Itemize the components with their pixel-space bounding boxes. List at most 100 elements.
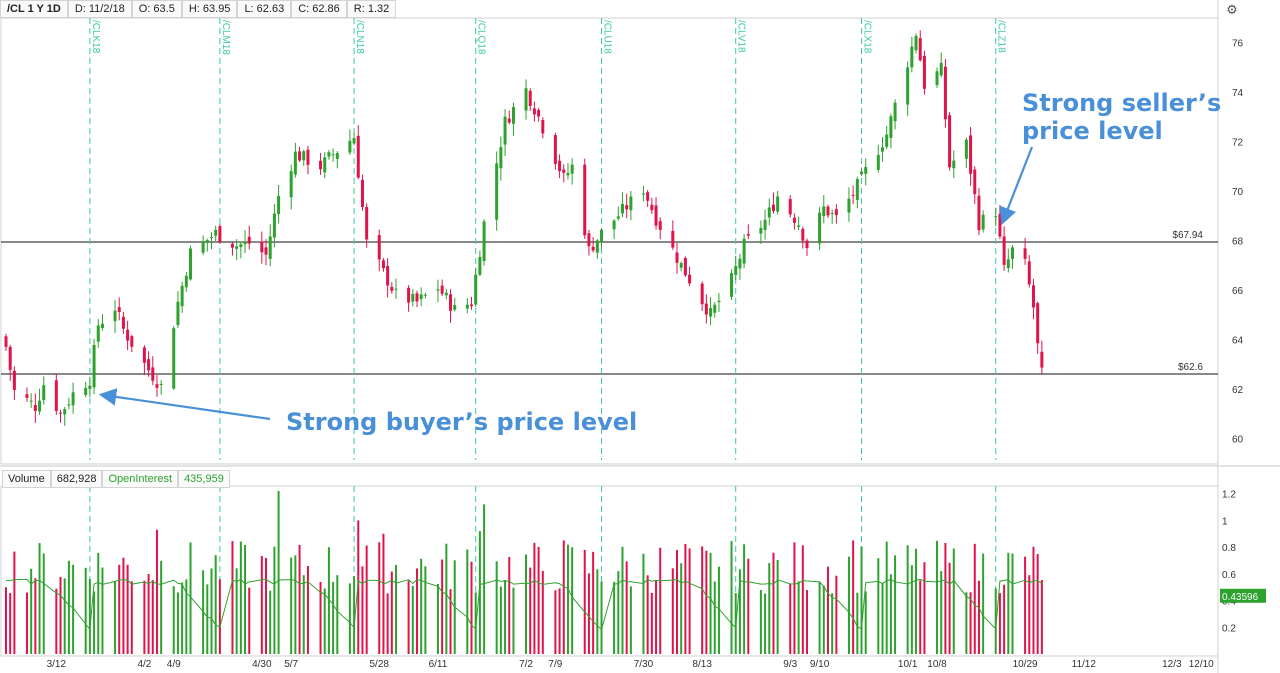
candle-body xyxy=(415,293,419,302)
candle-body xyxy=(641,193,645,195)
volume-bar xyxy=(265,557,268,654)
contract-roll-label: /CLV18 xyxy=(736,20,747,53)
volume-bar xyxy=(940,571,943,654)
volume-bar xyxy=(277,491,280,654)
toolbar: /CL 1 Y 1D D: 11/2/18 O: 63.5 H: 63.95 L… xyxy=(0,0,397,18)
candle-body xyxy=(767,207,771,218)
volume-bar xyxy=(713,581,716,654)
volume-bar xyxy=(998,593,1001,654)
candle-body xyxy=(771,204,775,212)
volume-bar xyxy=(680,563,683,654)
volume-bar xyxy=(583,549,586,654)
open-readout: O: 63.5 xyxy=(131,0,182,18)
candle-body xyxy=(981,214,985,230)
candle-body xyxy=(360,179,364,207)
candle-body xyxy=(709,308,713,317)
candle-body xyxy=(906,67,910,105)
date-axis-tick: 12/3 xyxy=(1162,659,1182,670)
candle-body xyxy=(734,265,738,276)
candle-body xyxy=(59,412,63,414)
volume-value: 682,928 xyxy=(50,470,103,488)
open-interest-badge-text: 0.43596 xyxy=(1222,592,1259,603)
price-axis-tick: 62 xyxy=(1232,385,1244,396)
candle-body xyxy=(860,171,864,175)
candle-body xyxy=(335,153,339,159)
volume-bar xyxy=(93,591,96,654)
candle-body xyxy=(1011,247,1015,259)
volume-bar xyxy=(730,541,733,654)
candle-body xyxy=(654,205,658,226)
volume-bar xyxy=(826,566,829,654)
candle-body xyxy=(117,307,121,313)
volume-bar xyxy=(566,544,569,654)
candle-body xyxy=(650,204,654,211)
candle-body xyxy=(71,392,75,406)
volume-bar xyxy=(701,546,704,654)
candle-body xyxy=(147,359,151,371)
volume-bar xyxy=(206,584,209,654)
volume-bar xyxy=(533,542,536,654)
candle-body xyxy=(964,139,968,159)
candle-body xyxy=(126,329,130,341)
volume-bar xyxy=(59,576,62,654)
candle-body xyxy=(524,88,528,111)
volume-bar xyxy=(684,543,687,654)
candle-body xyxy=(440,285,444,294)
candle-body xyxy=(759,227,763,234)
volume-bar xyxy=(621,546,624,654)
candle-body xyxy=(323,157,327,173)
volume-bar xyxy=(596,569,599,654)
candle-body xyxy=(507,118,511,123)
volume-bar xyxy=(562,540,565,654)
contract-roll-label: /CLN18 xyxy=(354,20,365,54)
candle-body xyxy=(453,305,457,310)
volume-bar xyxy=(407,580,410,654)
candle-body xyxy=(671,230,675,248)
volume-bar xyxy=(470,561,473,654)
volume-bar xyxy=(151,580,154,654)
price-axis-tick: 72 xyxy=(1232,138,1244,149)
date-readout: D: 11/2/18 xyxy=(67,0,132,18)
candle-body xyxy=(880,147,884,152)
volume-bar xyxy=(9,593,12,654)
volume-bar xyxy=(13,551,16,654)
date-axis-tick: 3/12 xyxy=(47,659,67,670)
volume-bar xyxy=(449,589,452,654)
volume-bar xyxy=(994,588,997,654)
volume-bar xyxy=(5,587,7,654)
volume-bar xyxy=(831,593,834,654)
volume-bar xyxy=(738,569,741,654)
volume-bar xyxy=(650,592,653,654)
volume-bar xyxy=(269,590,272,654)
price-level-label: $62.6 xyxy=(1178,362,1203,373)
volume-bar xyxy=(806,590,809,654)
open-interest-line xyxy=(5,578,1043,631)
settings-icon[interactable]: ⚙ xyxy=(1226,2,1238,17)
volume-bar xyxy=(101,567,104,654)
candle-body xyxy=(327,152,331,157)
candle-body xyxy=(977,195,981,231)
candle-body xyxy=(788,198,792,215)
volume-bar xyxy=(390,571,393,654)
volume-bar xyxy=(558,588,561,654)
volume-bar xyxy=(508,556,511,654)
volume-bar xyxy=(38,543,41,654)
volume-bar xyxy=(415,568,418,654)
candle-body xyxy=(230,243,234,248)
volume-bar xyxy=(1011,553,1014,654)
candle-body xyxy=(738,258,742,269)
date-axis-tick: 10/8 xyxy=(927,659,947,670)
candle-body xyxy=(239,244,243,248)
candle-body xyxy=(390,286,394,291)
volume-bar xyxy=(772,552,775,654)
volume-bar xyxy=(218,579,221,654)
candle-body xyxy=(948,115,952,168)
close-readout: C: 62.86 xyxy=(291,0,347,18)
price-axis-tick: 68 xyxy=(1232,237,1244,248)
candle-body xyxy=(381,260,385,269)
candle-body xyxy=(247,236,251,244)
candle-body xyxy=(570,164,574,174)
volume-bar xyxy=(84,567,87,654)
candle-body xyxy=(38,400,42,412)
